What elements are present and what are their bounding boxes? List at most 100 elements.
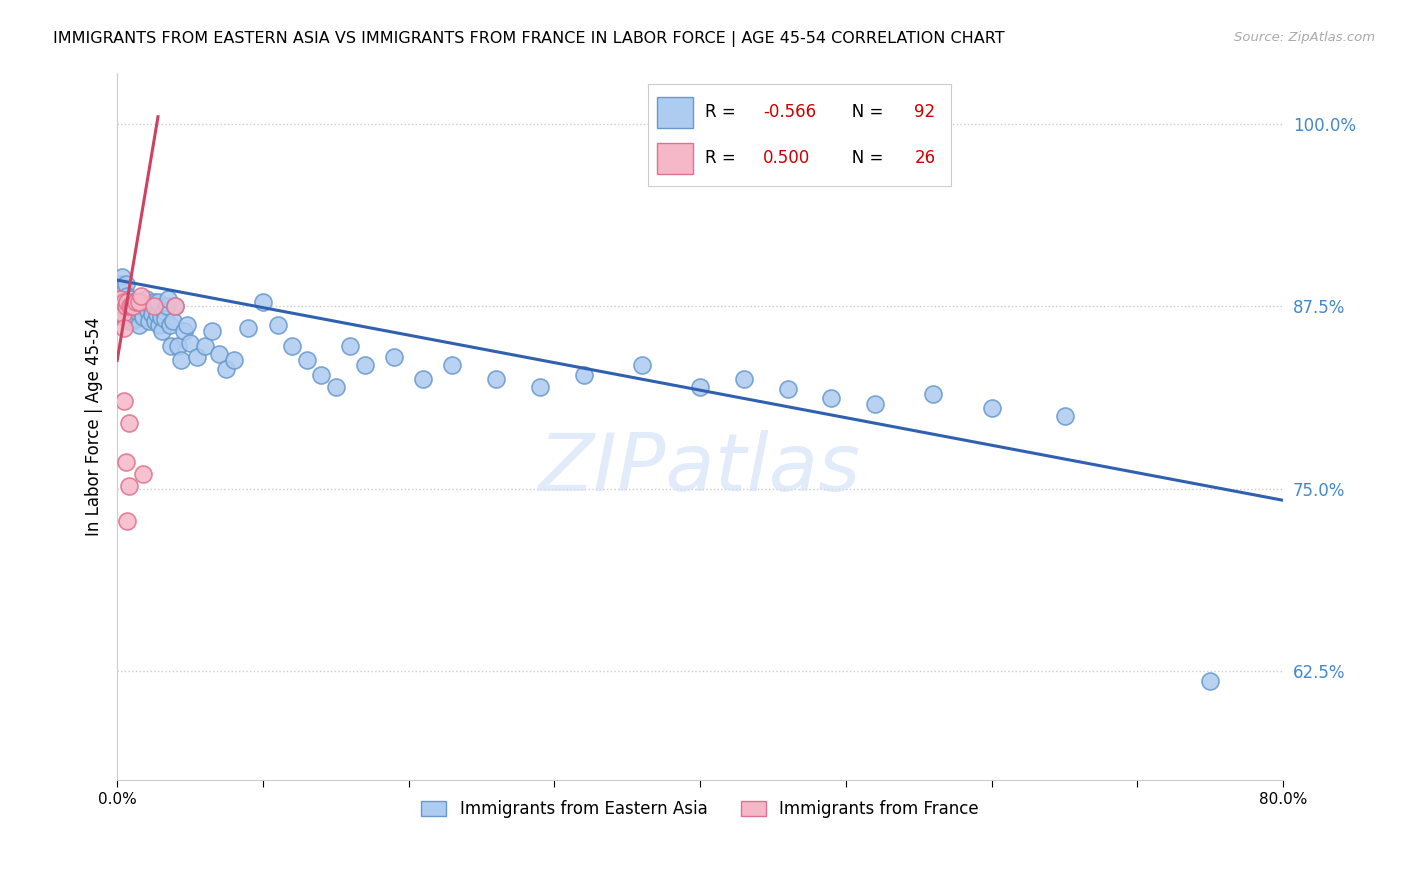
Text: ZIPatlas: ZIPatlas [538,430,862,508]
Immigrants from Eastern Asia [194,339,217,353]
Immigrants from Eastern Asia [108,299,131,313]
Immigrants from Eastern Asia [136,303,159,318]
Immigrants from Eastern Asia [108,277,131,292]
Immigrants from Eastern Asia [110,270,132,285]
Immigrants from Eastern Asia [138,314,160,328]
Immigrants from Eastern Asia [776,383,799,397]
Legend: Immigrants from Eastern Asia, Immigrants from France: Immigrants from Eastern Asia, Immigrants… [415,794,986,825]
Immigrants from France [110,307,132,321]
Immigrants from Eastern Asia [131,307,153,321]
Immigrants from Eastern Asia [179,335,201,350]
Text: IMMIGRANTS FROM EASTERN ASIA VS IMMIGRANTS FROM FRANCE IN LABOR FORCE | AGE 45-5: IMMIGRANTS FROM EASTERN ASIA VS IMMIGRAN… [53,31,1005,47]
Y-axis label: In Labor Force | Age 45-54: In Labor Force | Age 45-54 [86,318,103,536]
Immigrants from Eastern Asia [186,351,208,365]
Immigrants from France [114,394,136,409]
Immigrants from Eastern Asia [412,372,434,386]
Immigrants from Eastern Asia [132,310,155,324]
Immigrants from Eastern Asia [266,318,288,333]
Immigrants from Eastern Asia [252,295,274,310]
Immigrants from Eastern Asia [134,299,156,313]
Immigrants from Eastern Asia [118,299,141,313]
Immigrants from Eastern Asia [155,312,177,326]
Immigrants from Eastern Asia [110,307,132,321]
Immigrants from Eastern Asia [115,303,138,318]
Immigrants from Eastern Asia [142,295,165,310]
Immigrants from Eastern Asia [148,318,170,333]
Immigrants from Eastern Asia [170,353,193,368]
Immigrants from Eastern Asia [114,295,136,310]
Immigrants from Eastern Asia [115,292,138,306]
Immigrants from Eastern Asia [1053,409,1076,423]
Immigrants from France [128,295,150,310]
Immigrants from France [117,514,139,528]
Immigrants from Eastern Asia [107,292,129,306]
Immigrants from France [132,467,155,481]
Immigrants from Eastern Asia [173,324,195,338]
Immigrants from Eastern Asia [125,299,148,313]
Immigrants from Eastern Asia [529,379,551,393]
Immigrants from Eastern Asia [139,299,162,313]
Immigrants from Eastern Asia [141,307,163,321]
Immigrants from France [107,292,129,306]
Immigrants from France [114,321,136,335]
Immigrants from Eastern Asia [127,295,149,310]
Immigrants from Eastern Asia [159,318,181,333]
Immigrants from France [120,299,142,313]
Immigrants from Eastern Asia [128,318,150,333]
Immigrants from Eastern Asia [120,292,142,306]
Immigrants from Eastern Asia [309,368,332,382]
Immigrants from Eastern Asia [156,299,179,313]
Immigrants from Eastern Asia [124,312,146,326]
Immigrants from Eastern Asia [149,310,172,324]
Immigrants from Eastern Asia [281,339,304,353]
Immigrants from Eastern Asia [572,368,595,382]
Immigrants from Eastern Asia [124,298,146,312]
Immigrants from France [111,307,134,321]
Immigrants from Eastern Asia [150,324,173,338]
Immigrants from France [108,307,131,321]
Immigrants from Eastern Asia [238,321,260,335]
Immigrants from Eastern Asia [122,295,145,310]
Immigrants from Eastern Asia [115,277,138,292]
Immigrants from Eastern Asia [111,292,134,306]
Immigrants from France [114,295,136,310]
Immigrants from France [118,416,141,430]
Immigrants from France [122,299,145,313]
Immigrants from Eastern Asia [128,307,150,321]
Immigrants from France [117,295,139,310]
Immigrants from Eastern Asia [114,310,136,324]
Immigrants from France [108,299,131,313]
Immigrants from Eastern Asia [201,324,224,338]
Immigrants from Eastern Asia [733,372,755,386]
Immigrants from France [165,299,187,313]
Immigrants from Eastern Asia [120,303,142,318]
Immigrants from Eastern Asia [111,307,134,321]
Immigrants from Eastern Asia [215,362,238,376]
Immigrants from Eastern Asia [146,295,169,310]
Immigrants from France [129,289,152,303]
Immigrants from Eastern Asia [354,358,377,372]
Immigrants from Eastern Asia [162,314,184,328]
Immigrants from France [108,292,131,306]
Immigrants from Eastern Asia [980,401,1002,416]
Immigrants from Eastern Asia [208,347,231,361]
Immigrants from Eastern Asia [153,303,176,318]
Immigrants from Eastern Asia [160,339,183,353]
Immigrants from France [110,299,132,313]
Immigrants from Eastern Asia [165,299,187,313]
Immigrants from Eastern Asia [129,299,152,313]
Immigrants from Eastern Asia [121,314,143,328]
Immigrants from Eastern Asia [114,285,136,299]
Immigrants from Eastern Asia [922,387,945,401]
Immigrants from France [118,479,141,493]
Immigrants from Eastern Asia [117,295,139,310]
Immigrants from Eastern Asia [295,353,318,368]
Immigrants from Eastern Asia [121,299,143,313]
Immigrants from Eastern Asia [167,339,190,353]
Immigrants from Eastern Asia [863,397,886,411]
Immigrants from Eastern Asia [143,314,166,328]
Immigrants from Eastern Asia [117,310,139,324]
Immigrants from Eastern Asia [631,358,654,372]
Immigrants from France [115,299,138,313]
Immigrants from Eastern Asia [689,379,711,393]
